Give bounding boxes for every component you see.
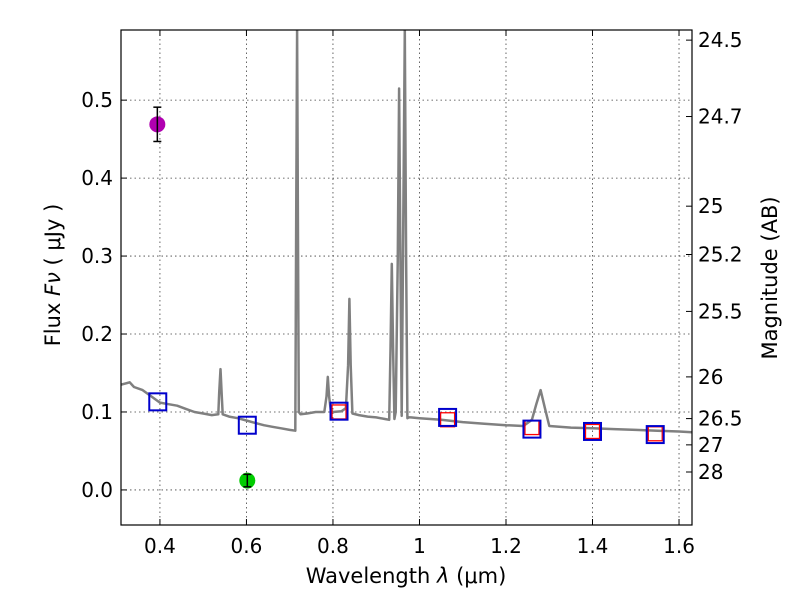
- magnitude-axis-label: Magnitude (AB): [758, 196, 782, 359]
- y-tick-label: 0.4: [81, 166, 113, 190]
- observed-band-marker: [583, 421, 603, 441]
- model-photometry-marker: [584, 423, 601, 440]
- magnitude-tick-label: 24.7: [698, 105, 743, 129]
- magnitude-tick-label: 28: [698, 460, 723, 484]
- y-tick-label: 0.3: [81, 244, 113, 268]
- x-tick-label: 0.4: [144, 534, 176, 558]
- observed-band-marker: [438, 407, 458, 427]
- magnitude-tick-label: 25.5: [698, 299, 743, 323]
- x-tick-label: 1.6: [663, 534, 695, 558]
- grid-lines: [121, 30, 692, 525]
- y-axis-label: Flux Fν ( μJy ): [41, 204, 65, 347]
- y-axis-label-symbol: Fν: [41, 272, 65, 296]
- axis-ticks: 0.4 0.6 0.8 1 1.2 1.4 1.6 0.0 0.1 0.2 0.3 0.4 0.5 24.…: [81, 28, 742, 558]
- magnitude-tick-label: 26.5: [698, 407, 743, 431]
- x-tick-label: 1.2: [490, 534, 522, 558]
- observed-band-marker: [522, 419, 542, 439]
- x-tick-label: 1: [413, 534, 426, 558]
- y-tick-label: 0.5: [81, 88, 113, 112]
- y-axis-label-units: ( μJy ): [41, 204, 65, 266]
- photometry-markers: [148, 106, 665, 489]
- magnitude-tick-label: 25: [698, 194, 723, 218]
- magnitude-tick-label: 25.2: [698, 243, 743, 267]
- x-tick-label: 1.4: [577, 534, 609, 558]
- y-tick-label: 0.2: [81, 322, 113, 346]
- observed-band-marker: [237, 415, 257, 435]
- observed-band-marker: [148, 392, 168, 412]
- model-spectrum-line: [121, 30, 692, 434]
- y-tick-label: 0.0: [81, 478, 113, 502]
- magnitude-tick-label: 26: [698, 365, 723, 389]
- x-axis-label-symbol: λ: [436, 564, 449, 588]
- x-tick-label: 0.8: [317, 534, 349, 558]
- magnitude-tick-label: 24.5: [698, 28, 743, 52]
- y-tick-label: 0.1: [81, 400, 113, 424]
- x-axis-label: Wavelength λ (μm): [306, 564, 507, 588]
- observed-band-marker: [645, 425, 665, 445]
- y-axis-label-prefix: Flux: [41, 303, 65, 347]
- model-photometry-marker: [647, 426, 663, 442]
- x-axis-label-units: (μm): [456, 564, 506, 588]
- x-tick-label: 0.6: [231, 534, 263, 558]
- spectrum-line: [121, 30, 692, 434]
- observed-band-marker: [329, 401, 349, 421]
- magnitude-tick-label: 27: [698, 433, 723, 457]
- x-axis-label-prefix: Wavelength: [306, 564, 431, 588]
- plot-frame: [120, 29, 693, 526]
